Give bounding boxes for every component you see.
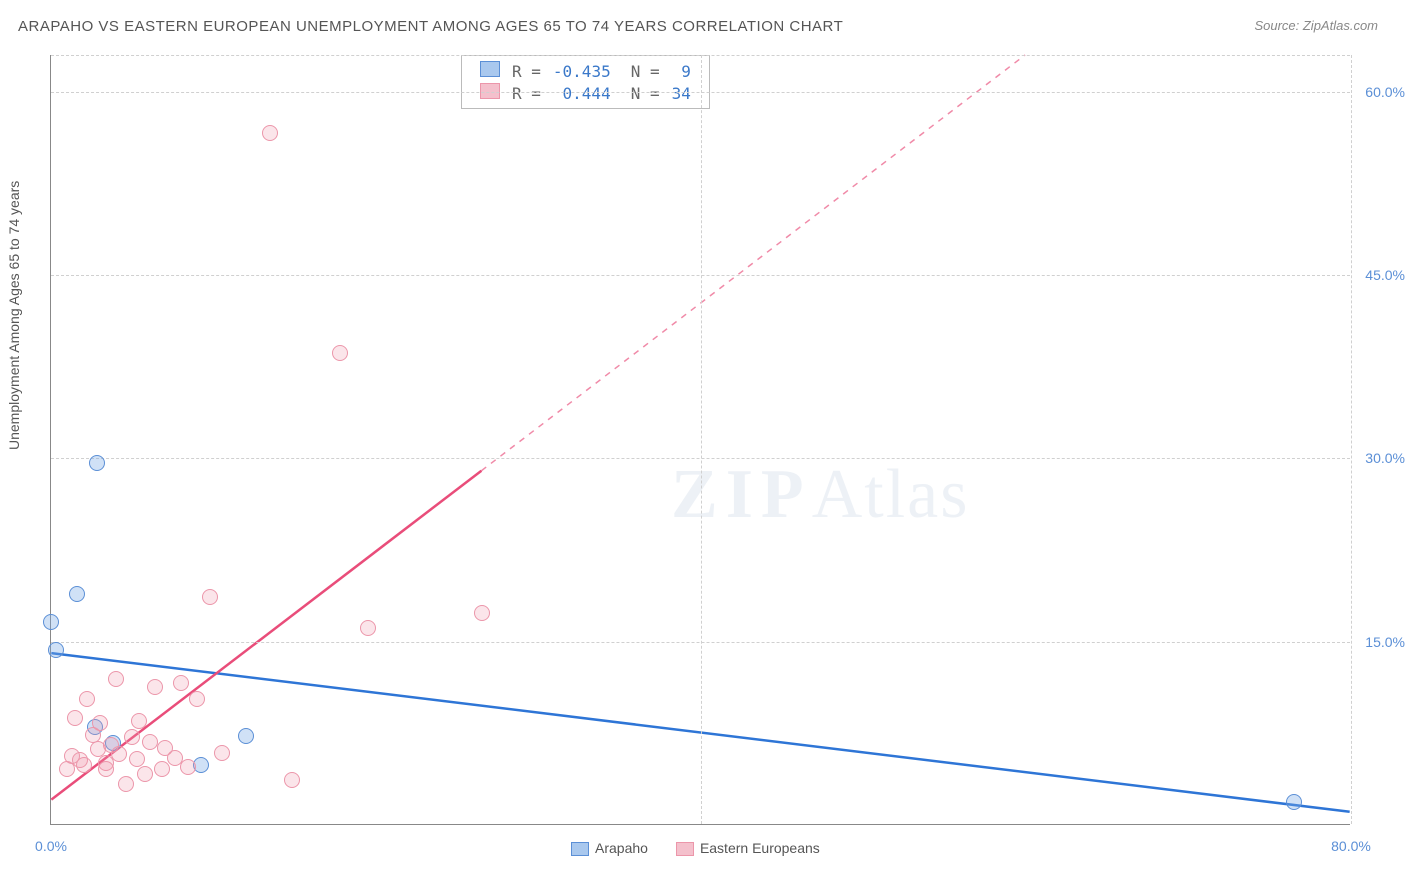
legend-row: R =0.444N =34 — [474, 82, 697, 104]
correlation-legend: R =-0.435N =9R =0.444N =34 — [461, 55, 710, 109]
data-point — [173, 675, 189, 691]
data-point — [284, 772, 300, 788]
series-legend: Arapaho Eastern Europeans — [571, 840, 848, 856]
trend-line-dashed — [481, 55, 1025, 471]
legend-n-label: N = — [617, 60, 666, 82]
data-point — [131, 713, 147, 729]
data-point — [118, 776, 134, 792]
data-point — [180, 759, 196, 775]
series-legend-item: Arapaho — [571, 840, 648, 856]
y-tick-label: 30.0% — [1355, 450, 1405, 466]
x-tick-label: 0.0% — [35, 838, 67, 854]
data-point — [69, 586, 85, 602]
data-point — [202, 589, 218, 605]
y-tick-label: 60.0% — [1355, 84, 1405, 100]
legend-r-value: 0.444 — [547, 82, 617, 104]
series-legend-item: Eastern Europeans — [676, 840, 820, 856]
legend-swatch — [676, 842, 694, 856]
data-point — [142, 734, 158, 750]
data-point — [48, 642, 64, 658]
data-point — [76, 757, 92, 773]
legend-n-value: 9 — [666, 60, 697, 82]
legend-swatch — [571, 842, 589, 856]
data-point — [238, 728, 254, 744]
source-label: Source: ZipAtlas.com — [1254, 18, 1378, 33]
gridline-v — [701, 55, 702, 824]
data-point — [360, 620, 376, 636]
data-point — [67, 710, 83, 726]
y-axis-label: Unemployment Among Ages 65 to 74 years — [6, 181, 22, 450]
chart-container: ARAPAHO VS EASTERN EUROPEAN UNEMPLOYMENT… — [0, 0, 1406, 892]
plot-area: R =-0.435N =9R =0.444N =34 ArapahoEaster… — [50, 55, 1350, 825]
y-tick-label: 45.0% — [1355, 267, 1405, 283]
legend-n-value: 34 — [666, 82, 697, 104]
gridline-v — [1351, 55, 1352, 824]
data-point — [92, 715, 108, 731]
data-point — [147, 679, 163, 695]
data-point — [154, 761, 170, 777]
data-point — [129, 751, 145, 767]
legend-n-label: N = — [617, 82, 666, 104]
legend-r-label: R = — [506, 60, 547, 82]
chart-title: ARAPAHO VS EASTERN EUROPEAN UNEMPLOYMENT… — [18, 18, 843, 35]
x-tick-label: 80.0% — [1331, 838, 1371, 854]
data-point — [98, 761, 114, 777]
data-point — [332, 345, 348, 361]
data-point — [79, 691, 95, 707]
y-tick-label: 15.0% — [1355, 634, 1405, 650]
data-point — [137, 766, 153, 782]
data-point — [43, 614, 59, 630]
legend-r-label: R = — [506, 82, 547, 104]
legend-r-value: -0.435 — [547, 60, 617, 82]
data-point — [89, 455, 105, 471]
data-point — [124, 729, 140, 745]
data-point — [214, 745, 230, 761]
data-point — [111, 746, 127, 762]
legend-swatch — [480, 61, 500, 77]
data-point — [1286, 794, 1302, 810]
data-point — [262, 125, 278, 141]
data-point — [108, 671, 124, 687]
data-point — [474, 605, 490, 621]
data-point — [189, 691, 205, 707]
legend-row: R =-0.435N =9 — [474, 60, 697, 82]
